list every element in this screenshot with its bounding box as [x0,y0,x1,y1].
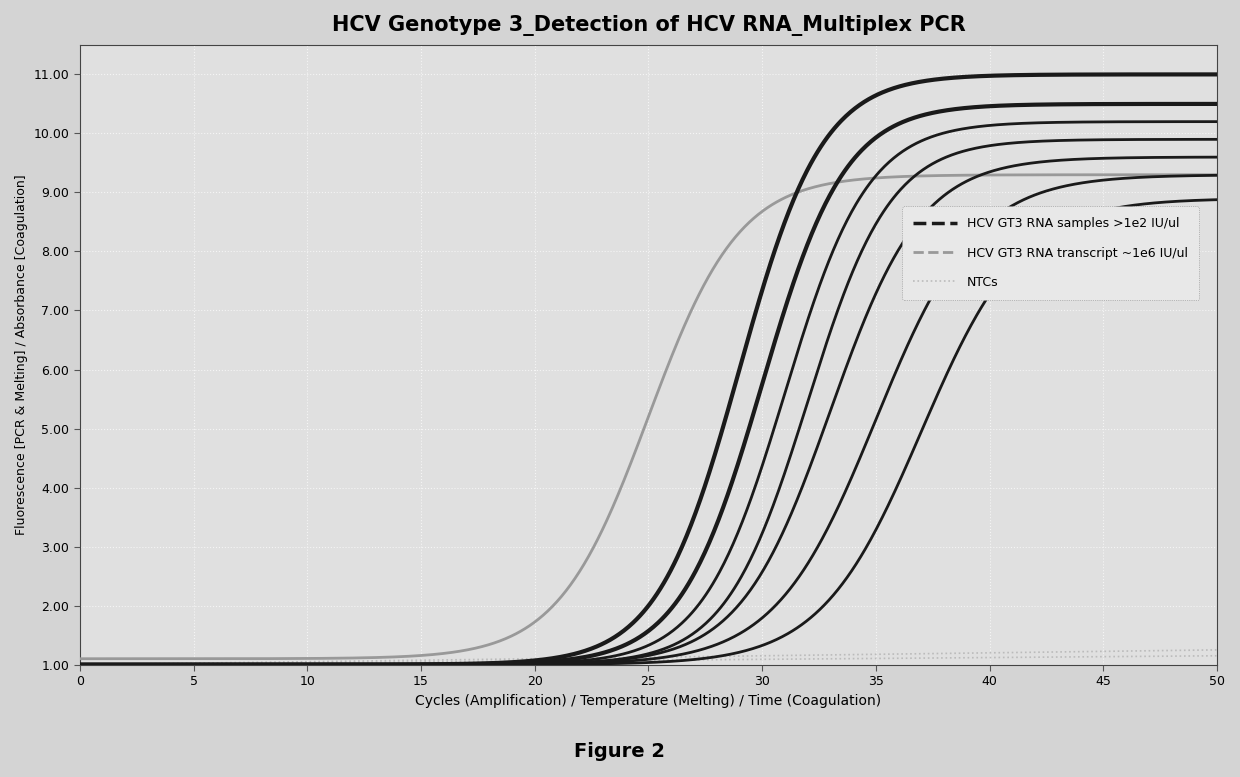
Y-axis label: Fluorescence [PCR & Melting] / Absorbance [Coagulation]: Fluorescence [PCR & Melting] / Absorbanc… [15,175,29,535]
Legend: HCV GT3 RNA samples >1e2 IU/ul, HCV GT3 RNA transcript ~1e6 IU/ul, NTCs: HCV GT3 RNA samples >1e2 IU/ul, HCV GT3 … [903,206,1199,300]
Text: Figure 2: Figure 2 [574,743,666,761]
Title: HCV Genotype 3_Detection of HCV RNA_Multiplex PCR: HCV Genotype 3_Detection of HCV RNA_Mult… [331,15,965,36]
X-axis label: Cycles (Amplification) / Temperature (Melting) / Time (Coagulation): Cycles (Amplification) / Temperature (Me… [415,694,882,708]
